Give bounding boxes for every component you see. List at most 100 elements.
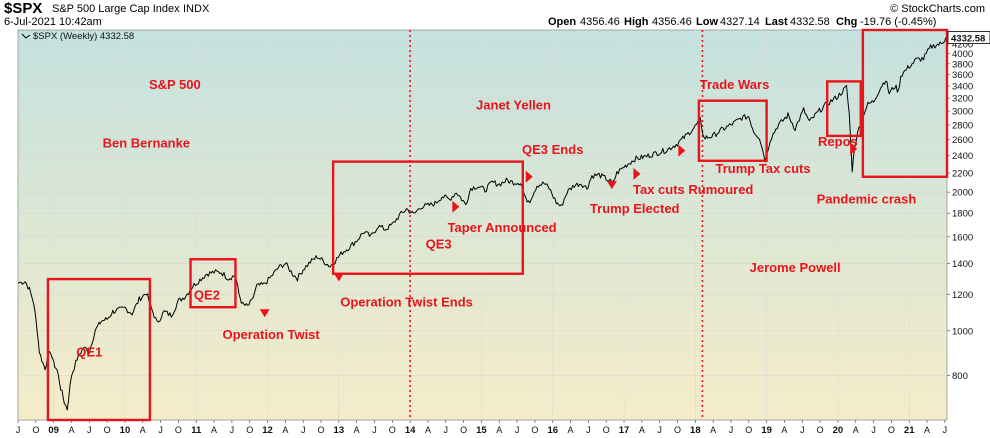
x-tick-label: O — [460, 425, 467, 435]
x-tick-label: J — [586, 425, 591, 435]
annotation-label: Ben Bernanke — [103, 136, 190, 151]
y-tick-label: 1000 — [952, 326, 973, 337]
x-tick-label: 14 — [405, 425, 416, 436]
x-tick-label: A — [710, 425, 716, 435]
legend-line-icon — [21, 33, 31, 39]
x-tick-label: J — [515, 425, 520, 435]
x-tick-label: J — [301, 425, 306, 435]
annotation-label: Trump Elected — [590, 201, 680, 216]
y-tick-label: 1200 — [952, 290, 973, 301]
x-tick-label: J — [87, 425, 92, 435]
y-tick-label: 2400 — [952, 151, 973, 162]
annotation-label: S&P 500 — [149, 77, 201, 92]
x-tick-label: 13 — [334, 425, 345, 436]
x-tick-label: J — [444, 425, 449, 435]
y-tick-label: 4000 — [952, 49, 973, 60]
arrow-marker — [633, 167, 641, 180]
x-tick-label: O — [246, 425, 253, 435]
x-tick-label: A — [853, 425, 859, 435]
x-tick-label: A — [568, 425, 574, 435]
highlight-box — [697, 99, 768, 162]
plot-area — [17, 29, 948, 421]
high-value: 4356.46 — [652, 16, 692, 28]
annotation-label: Jerome Powell — [750, 260, 841, 275]
x-tick-label: J — [943, 425, 948, 435]
watermark: © StockCharts.com — [890, 3, 985, 15]
highlight-box — [46, 277, 152, 422]
annotation-label: Pandemic crash — [817, 191, 917, 206]
last-label: Last — [765, 16, 788, 28]
x-tick-label: 19 — [761, 425, 772, 436]
annotation-label: Operation Twist Ends — [340, 294, 473, 309]
annotation-label: QE3 — [426, 236, 452, 251]
arrow-marker — [452, 200, 460, 213]
x-tick-label: 15 — [476, 425, 487, 436]
highlight-box — [826, 80, 862, 138]
last-price-label: 4332.58 — [951, 34, 985, 45]
y-tick-label: 2800 — [952, 120, 973, 131]
annotation-boxes — [46, 28, 949, 422]
x-axis: J O 09 A J O 10 A J O 11 A J O 12 A J O 13 A J O 14 A J O 15 A J O 16 A… — [16, 420, 947, 436]
x-tick-label: 20 — [833, 425, 844, 436]
annotation-label: Janet Yellen — [476, 98, 551, 113]
y-tick-label: 1400 — [952, 259, 973, 270]
x-tick-label: J — [372, 425, 377, 435]
last-price-box — [947, 31, 990, 44]
y-tick-label: 3400 — [952, 82, 973, 93]
index-name: S&P 500 Large Cap Index — [52, 3, 180, 15]
x-tick-label: O — [318, 425, 325, 435]
y-tick-label: 800 — [952, 371, 968, 382]
low-value: 4327.14 — [720, 16, 760, 28]
x-tick-label: J — [729, 425, 734, 435]
arrow-marker — [333, 273, 344, 282]
x-tick-label: O — [888, 425, 895, 435]
highlight-box — [189, 258, 237, 309]
annotation-label: QE1 — [76, 344, 102, 359]
x-tick-label: O — [175, 425, 182, 435]
arrow-marker — [259, 309, 270, 318]
annotation-label: Operation Twist — [222, 327, 320, 342]
x-tick-label: O — [745, 425, 752, 435]
x-tick-label: A — [140, 425, 146, 435]
x-tick-label: A — [781, 425, 787, 435]
annotation-label: Trump Tax cuts — [715, 161, 810, 176]
arrow-marker — [678, 144, 686, 157]
x-tick-label: J — [230, 425, 235, 435]
x-tick-label: O — [104, 425, 111, 435]
y-tick-label: 1600 — [952, 232, 973, 243]
symbol: $SPX — [4, 0, 42, 17]
open-label: Open — [548, 16, 576, 28]
vertical-markers — [409, 30, 704, 420]
x-tick-label: J — [657, 425, 662, 435]
chg-label: Chg — [836, 16, 857, 28]
x-tick-label: 11 — [191, 425, 202, 436]
arrow-marker — [606, 181, 617, 190]
x-tick-label: J — [800, 425, 805, 435]
x-tick-label: 12 — [262, 425, 273, 436]
annotation-label: Trade Wars — [700, 77, 770, 92]
y-tick-label: 4200 — [952, 39, 973, 50]
y-tick-label: 2200 — [952, 169, 973, 180]
price-line — [17, 37, 947, 411]
series-layer — [17, 37, 947, 411]
x-tick-label: 10 — [120, 425, 131, 436]
exchange: INDX — [183, 3, 210, 15]
x-tick-label: A — [354, 425, 360, 435]
legend: $SPX (Weekly) 4332.58 — [21, 31, 134, 42]
open-value: 4356.46 — [580, 16, 620, 28]
highlight-box — [331, 160, 524, 275]
annotation-arrows — [259, 142, 858, 318]
x-tick-label: 21 — [904, 425, 915, 436]
x-tick-label: O — [32, 425, 39, 435]
y-tick-label: 1800 — [952, 209, 973, 220]
x-tick-label: 09 — [48, 425, 59, 436]
low-label: Low — [696, 16, 718, 28]
x-tick-label: O — [603, 425, 610, 435]
chg-value: -19.76 (-0.45%) — [860, 16, 936, 28]
x-tick-label: O — [531, 425, 538, 435]
x-tick-label: 17 — [619, 425, 630, 436]
x-tick-label: O — [389, 425, 396, 435]
y-axis: 800 1000 1200 1400 1600 1800 2000 2200 2400 2600 2… — [947, 31, 990, 382]
x-tick-label: 18 — [690, 425, 701, 436]
